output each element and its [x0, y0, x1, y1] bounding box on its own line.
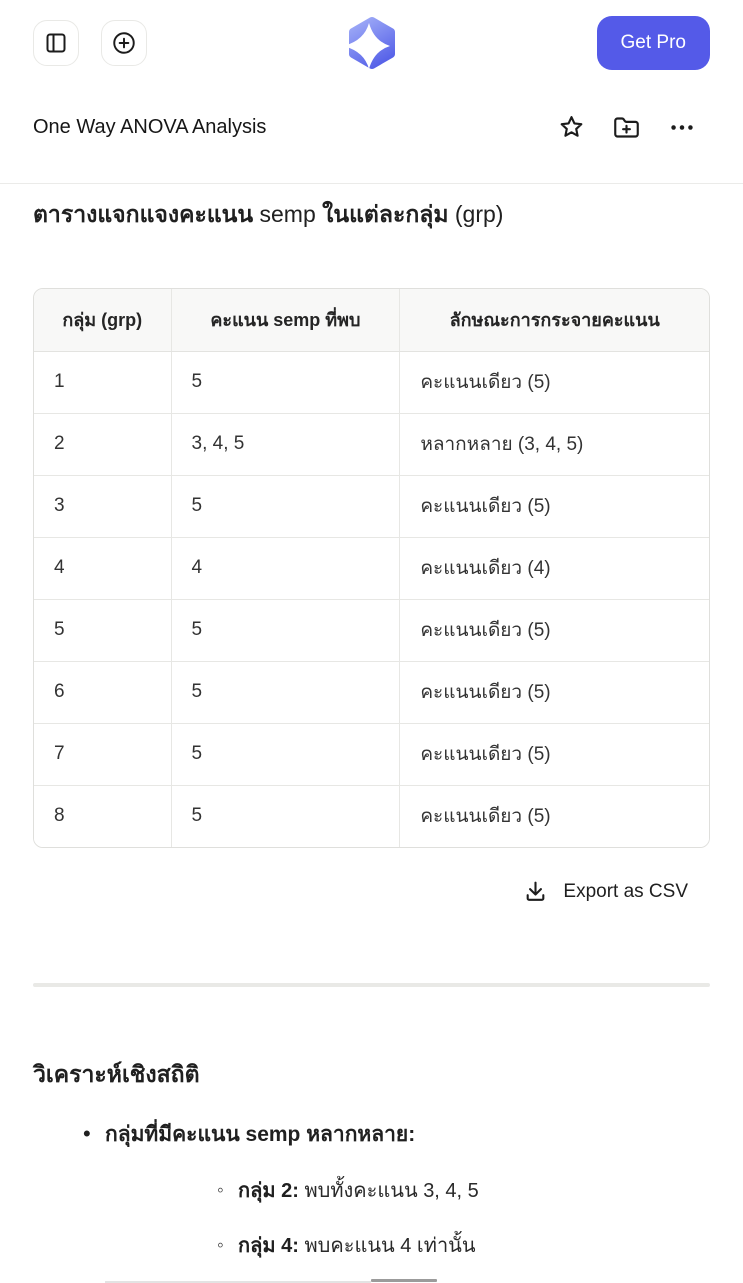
export-csv-button[interactable]: Export as CSV	[523, 879, 688, 904]
table-cell: 5	[171, 785, 401, 847]
table-cell: 5	[34, 599, 172, 662]
table-row: 5 5 คะแนนเดียว (5)	[34, 599, 709, 662]
analysis-sub-bullet-group2: กลุ่ม 2: พบทั้งคะแนน 3, 4, 5	[105, 1175, 710, 1207]
table-row: 8 5 คะแนนเดียว (5)	[34, 785, 709, 847]
add-to-project-button[interactable]	[613, 114, 640, 141]
table-cell: คะแนนเดียว (5)	[399, 599, 709, 662]
section-divider	[33, 983, 710, 987]
table-cell: 3, 4, 5	[171, 413, 401, 476]
score-table: กลุ่ม (grp) คะแนน semp ที่พบ ลักษณะการกระจ…	[34, 289, 709, 847]
new-chat-plus-icon	[111, 30, 137, 56]
table-cell: 4	[171, 537, 401, 600]
table-cell: 4	[34, 537, 172, 600]
table-cell: คะแนนเดียว (5)	[399, 351, 709, 414]
table-section-heading: ตารางแจกแจงคะแนน semp ในแต่ละกลุ่ม (grp)	[33, 201, 504, 227]
table-row: 3 5 คะแนนเดียว (5)	[34, 475, 709, 538]
chat-title: One Way ANOVA Analysis	[33, 115, 267, 138]
table-body: 1 5 คะแนนเดียว (5) 2 3, 4, 5 หลากหลาย (3, 4, …	[34, 351, 709, 847]
table-row: 4 4 คะแนนเดียว (4)	[34, 537, 709, 600]
chat-title-actions	[558, 114, 696, 141]
table-cell: 8	[34, 785, 172, 847]
score-table-container: กลุ่ม (grp) คะแนน semp ที่พบ ลักษณะการกระจ…	[33, 288, 710, 848]
table-cell: 5	[171, 475, 401, 538]
more-options-button[interactable]	[668, 114, 696, 141]
app-logo	[344, 16, 399, 70]
table-cell: 7	[34, 723, 172, 786]
export-csv-label: Export as CSV	[563, 880, 688, 902]
table-cell: 5	[171, 661, 401, 724]
table-header-cell: ลักษณะการกระจายคะแนน	[399, 289, 709, 352]
table-header-cell: กลุ่ม (grp)	[34, 289, 172, 352]
download-icon	[523, 879, 548, 904]
table-cell: หลากหลาย (3, 4, 5)	[399, 413, 709, 476]
star-icon	[558, 114, 585, 141]
table-cell: 3	[34, 475, 172, 538]
table-row: 1 5 คะแนนเดียว (5)	[34, 351, 709, 414]
top-bar: Get Pro	[0, 15, 743, 71]
star-favorite-button[interactable]	[558, 114, 585, 141]
export-row: Export as CSV	[33, 879, 710, 904]
table-cell: คะแนนเดียว (5)	[399, 475, 709, 538]
table-cell: 5	[171, 723, 401, 786]
sidebar-toggle-button[interactable]	[33, 20, 79, 66]
top-bar-left-group	[33, 20, 147, 66]
panel-left-icon	[44, 31, 68, 55]
table-row: 7 5 คะแนนเดียว (5)	[34, 723, 709, 786]
table-cell: คะแนนเดียว (5)	[399, 785, 709, 847]
clipped-bottom-content	[0, 1279, 743, 1283]
analysis-sublist: กลุ่ม 2: พบทั้งคะแนน 3, 4, 5 กลุ่ม 4: พบ…	[105, 1175, 710, 1262]
analysis-heading: วิเคราะห์เชิงสถิติ	[33, 1061, 200, 1087]
table-cell: 2	[34, 413, 172, 476]
get-pro-button[interactable]: Get Pro	[596, 16, 710, 70]
analysis-list: กลุ่มที่มีคะแนน semp หลากหลาย: กลุ่ม 2: …	[33, 1117, 710, 1262]
more-options-icon	[668, 114, 696, 141]
table-cell: คะแนนเดียว (5)	[399, 661, 709, 724]
analysis-sub-bullet-group4: กลุ่ม 4: พบคะแนน 4 เท่านั้น	[105, 1230, 710, 1262]
analysis-bullet-varied-groups: กลุ่มที่มีคะแนน semp หลากหลาย: กลุ่ม 2: …	[33, 1117, 710, 1262]
table-cell: คะแนนเดียว (5)	[399, 723, 709, 786]
table-header-row: กลุ่ม (grp) คะแนน semp ที่พบ ลักษณะการกระจ…	[34, 289, 709, 352]
folder-plus-icon	[613, 114, 640, 141]
sparkle-hexagon-logo-icon	[344, 16, 399, 70]
table-header-cell: คะแนน semp ที่พบ	[171, 289, 401, 352]
chat-title-row: One Way ANOVA Analysis	[0, 71, 743, 184]
table-cell: 6	[34, 661, 172, 724]
message-content: ตารางแจกแจงคะแนน semp ในแต่ละกลุ่ม (grp)…	[0, 197, 743, 1262]
table-cell: 1	[34, 351, 172, 414]
table-row: 2 3, 4, 5 หลากหลาย (3, 4, 5)	[34, 413, 709, 476]
table-row: 6 5 คะแนนเดียว (5)	[34, 661, 709, 724]
table-cell: 5	[171, 351, 401, 414]
table-cell: 5	[171, 599, 401, 662]
table-cell: คะแนนเดียว (4)	[399, 537, 709, 600]
new-chat-button[interactable]	[101, 20, 147, 66]
